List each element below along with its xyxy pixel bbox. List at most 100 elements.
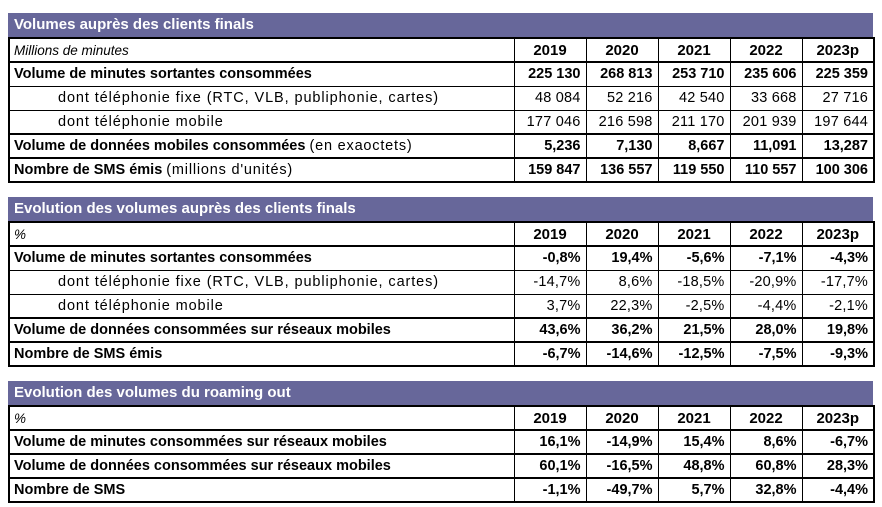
value-cell: 8,6% [585,269,659,295]
value-cell: -2,1% [801,293,875,319]
value-cell: -6,7% [801,429,875,455]
unit-label: Millions de minutes [8,37,515,63]
row-label-suffix: (millions d'unités) [166,162,294,178]
value-cell: -16,5% [585,453,659,479]
year-header: 2022 [729,405,803,431]
value-cell: 33 668 [729,85,803,111]
value-cell: 235 606 [729,61,803,87]
value-cell: -12,5% [657,341,731,367]
value-cell: -4,4% [801,477,875,503]
table-title: Evolution des volumes du roaming out [14,384,291,401]
value-cell: 16,1% [513,429,587,455]
unit-label: % [8,405,515,431]
row-label-cell: dont téléphonie fixe (RTC, VLB, publipho… [8,85,515,111]
row-label-cell: Volume de données consommées sur réseaux… [8,317,515,343]
value-cell: 216 598 [585,109,659,135]
value-cell: 197 644 [801,109,875,135]
row-label: dont téléphonie mobile [58,297,224,314]
row-label-cell: dont téléphonie mobile [8,109,515,135]
table-row: Volume de données consommées sur réseaux… [8,317,875,343]
value-cell: -17,7% [801,269,875,295]
value-cell: 3,7% [513,293,587,319]
row-label: dont téléphonie mobile [58,113,224,130]
value-cell: 8,667 [657,133,731,159]
value-cell: 110 557 [729,157,803,183]
value-cell: -18,5% [657,269,731,295]
value-cell: -20,9% [729,269,803,295]
value-cell: 48 084 [513,85,587,111]
year-header: 2021 [657,221,731,247]
table-title: Evolution des volumes auprès des clients… [14,200,356,217]
value-cell: -5,6% [657,245,731,271]
row-label-cell: Nombre de SMS émis [8,341,515,367]
table-row: dont téléphonie fixe (RTC, VLB, publipho… [8,85,875,111]
table-row: dont téléphonie mobile 3,7% 22,3% -2,5% -4,4… [8,293,875,319]
row-label-cell: dont téléphonie mobile [8,293,515,319]
year-header: 2019 [513,405,587,431]
header-row: % 2019 2020 2021 2022 2023p [8,405,875,431]
value-cell: 19,8% [801,317,875,343]
value-cell: 8,6% [729,429,803,455]
value-cell: -49,7% [585,477,659,503]
year-header: 2021 [657,37,731,63]
value-cell: 13,287 [801,133,875,159]
table-row: Volume de minutes sortantes consommées 22… [8,61,875,87]
value-cell: 28,0% [729,317,803,343]
row-label-cell: Volume de minutes consommées sur réseaux… [8,429,515,455]
value-cell: 15,4% [657,429,731,455]
value-cell: -14,9% [585,429,659,455]
row-label: Nombre de SMS émis [14,346,163,362]
value-cell: 27 716 [801,85,875,111]
value-cell: 28,3% [801,453,875,479]
row-label-cell: dont téléphonie fixe (RTC, VLB, publipho… [8,269,515,295]
report-page: Volumes auprès des clients finals Million… [8,13,875,503]
value-cell: 60,1% [513,453,587,479]
table-title-bar: Volumes auprès des clients finals [8,13,873,37]
table-title: Volumes auprès des clients finals [14,16,254,33]
year-header: 2020 [585,37,659,63]
value-cell: 7,130 [585,133,659,159]
value-cell: 253 710 [657,61,731,87]
value-cell: -4,4% [729,293,803,319]
value-cell: -7,5% [729,341,803,367]
row-label-cell: Nombre de SMS émis (millions d'unités) [8,157,515,183]
table-row: Volume de minutes consommées sur réseaux… [8,429,875,455]
row-label-cell: Volume de données consommées sur réseaux… [8,453,515,479]
row-label-cell: Nombre de SMS [8,477,515,503]
year-header: 2022 [729,221,803,247]
value-cell: -2,5% [657,293,731,319]
value-cell: -14,6% [585,341,659,367]
row-label: Nombre de SMS [14,482,126,498]
value-cell: 225 130 [513,61,587,87]
row-label: Nombre de SMS émis [14,162,163,178]
year-header: 2022 [729,37,803,63]
row-label: Volume de données mobiles consommées [14,138,306,154]
table-row: Nombre de SMS émis (millions d'unités) 15… [8,157,875,183]
year-header: 2021 [657,405,731,431]
value-cell: 60,8% [729,453,803,479]
value-cell: 225 359 [801,61,875,87]
header-row: Millions de minutes 2019 2020 2021 2022 2023p [8,37,875,63]
year-header: 2020 [585,405,659,431]
value-cell: 211 170 [657,109,731,135]
row-label-cell: Volume de minutes sortantes consommées [8,61,515,87]
value-cell: -7,1% [729,245,803,271]
value-cell: 177 046 [513,109,587,135]
row-label: Volume de minutes consommées sur réseaux… [14,434,387,450]
value-cell: 159 847 [513,157,587,183]
row-label-cell: Volume de données mobiles consommées (en… [8,133,515,159]
header-row: % 2019 2020 2021 2022 2023p [8,221,875,247]
table-title-bar: Evolution des volumes du roaming out [8,381,873,405]
table-row: Volume de minutes sortantes consommées -0… [8,245,875,271]
table-row: dont téléphonie fixe (RTC, VLB, publipho… [8,269,875,295]
row-label-cell: Volume de minutes sortantes consommées [8,245,515,271]
year-header: 2019 [513,221,587,247]
value-cell: 11,091 [729,133,803,159]
value-cell: 5,236 [513,133,587,159]
table-row: Volume de données consommées sur réseaux… [8,453,875,479]
value-cell: 201 939 [729,109,803,135]
row-label: Volume de minutes sortantes consommées [14,250,312,267]
table-section-evolution-roaming-out: Evolution des volumes du roaming out% 201… [8,381,875,503]
value-cell: 21,5% [657,317,731,343]
value-cell: 119 550 [657,157,731,183]
